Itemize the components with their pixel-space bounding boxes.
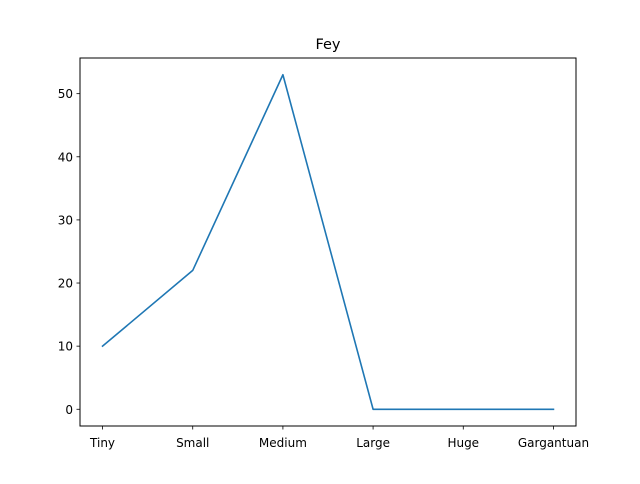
data-point [101,345,103,347]
y-tick-label: 10 [58,340,73,354]
x-tick-label: Huge [447,436,479,450]
y-tick-label: 30 [58,213,73,227]
series-group [101,73,555,411]
data-point [192,269,194,271]
data-point [552,408,554,410]
plot-frame [79,57,577,427]
y-tick-label: 20 [58,277,73,291]
x-tick-label: Small [176,436,209,450]
y-tick-label: 50 [58,87,73,101]
x-tick-label: Tiny [89,436,115,450]
x-tick-label: Large [356,436,390,450]
data-point [462,408,464,410]
data-point [372,408,374,410]
y-tick-label: 0 [65,403,73,417]
y-axis: 0 10 20 30 40 50 [58,87,80,417]
chart-title: Fey [315,37,340,53]
series-line [101,73,555,411]
data-point [282,74,284,76]
y-tick-label: 40 [58,150,73,164]
x-axis: Tiny Small Medium Large Huge Gargantuan [89,426,589,450]
x-tick-label: Medium [259,436,307,450]
x-tick-label: Gargantuan [518,436,589,450]
